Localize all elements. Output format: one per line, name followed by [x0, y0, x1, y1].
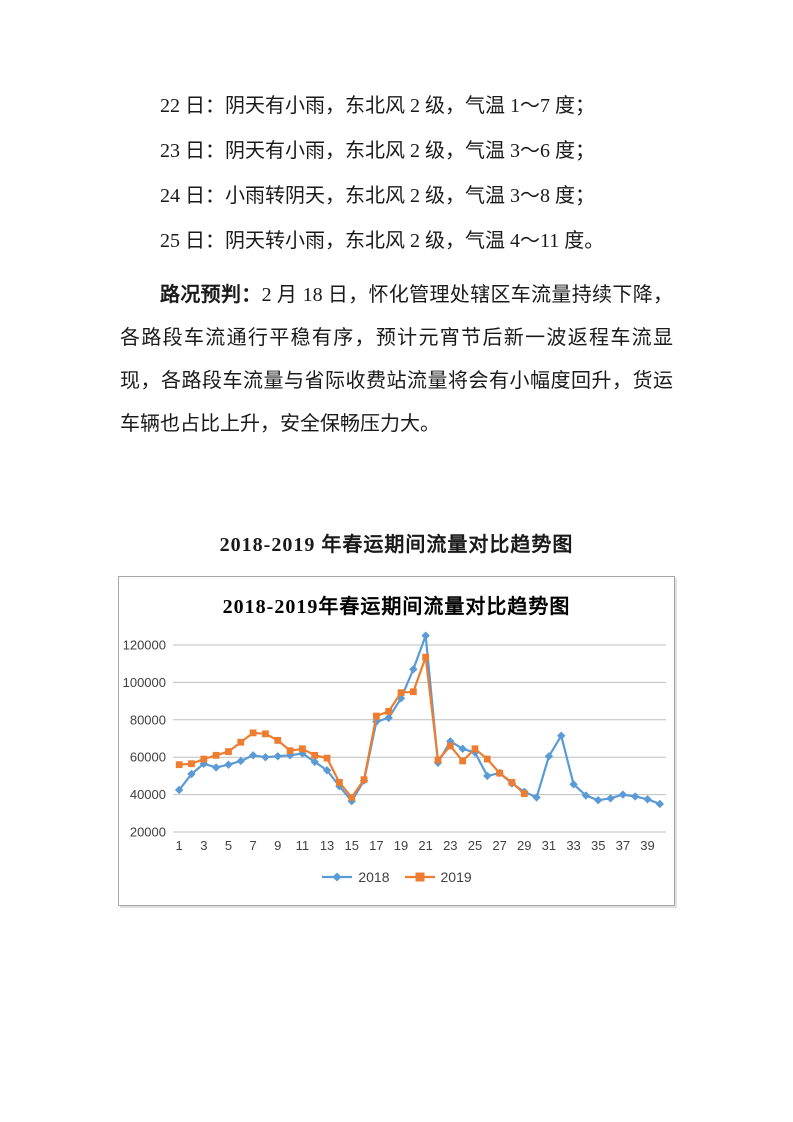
chart-title: 2018-2019年春运期间流量对比趋势图	[222, 596, 571, 618]
svg-text:15: 15	[344, 838, 358, 853]
svg-text:29: 29	[517, 838, 531, 853]
svg-text:21: 21	[418, 838, 432, 853]
chart-caption: 2018-2019 年春运期间流量对比趋势图	[219, 534, 574, 556]
legend-item-2018: 2018	[321, 869, 390, 885]
legend-label-2019: 2019	[440, 869, 472, 885]
svg-text:19: 19	[394, 838, 408, 853]
svg-text:13: 13	[320, 838, 334, 853]
svg-text:120000: 120000	[123, 638, 166, 653]
svg-text:35: 35	[591, 838, 605, 853]
svg-text:11: 11	[296, 838, 310, 853]
svg-text:37: 37	[616, 838, 630, 853]
weather-line-22: 22 日：阴天有小雨，东北风 2 级，气温 1～7 度；	[160, 95, 595, 117]
weather-line-23: 23 日：阴天有小雨，东北风 2 级，气温 3～6 度；	[160, 140, 595, 162]
weather-line-24: 24 日：小雨转阴天，东北风 2 级，气温 3～8 度；	[160, 185, 595, 207]
svg-text:40000: 40000	[130, 787, 166, 802]
line-diamond-marker-icon	[321, 870, 353, 884]
svg-text:80000: 80000	[130, 712, 166, 727]
svg-text:27: 27	[492, 838, 506, 853]
svg-text:5: 5	[225, 838, 232, 853]
road-forecast-paragraph: 路况预判：2 月 18 日，怀化管理处辖区车流量持续下降，各路段车流通行平稳有序…	[120, 274, 673, 446]
weather-forecast-list: 22 日：阴天有小雨，东北风 2 级，气温 1～7 度； 23 日：阴天有小雨，…	[120, 84, 673, 264]
svg-text:1: 1	[176, 838, 183, 853]
svg-text:23: 23	[443, 838, 457, 853]
legend-label-2018: 2018	[358, 869, 390, 885]
chart-frame: 2018-2019年春运期间流量对比趋势图 20000 40000 60000 800…	[118, 576, 675, 906]
svg-text:3: 3	[200, 838, 207, 853]
svg-text:100000: 100000	[123, 675, 166, 690]
svg-text:31: 31	[542, 838, 556, 853]
svg-text:9: 9	[274, 838, 281, 853]
svg-text:25: 25	[468, 838, 482, 853]
chart-legend: 2018 2019	[119, 865, 674, 909]
svg-text:33: 33	[566, 838, 580, 853]
svg-text:60000: 60000	[130, 750, 166, 765]
svg-text:17: 17	[369, 838, 383, 853]
forecast-body-text: 2 月 18 日，怀化管理处辖区车流量持续下降，各路段车流通行平稳有序，预计元宵…	[120, 284, 674, 435]
weather-line-25: 25 日：阴天转小雨，东北风 2 级，气温 4～11 度。	[160, 230, 605, 252]
svg-text:20000: 20000	[130, 825, 166, 840]
legend-item-2019: 2019	[404, 869, 472, 885]
svg-text:39: 39	[640, 838, 654, 853]
line-square-marker-icon	[404, 870, 436, 884]
svg-text:7: 7	[249, 838, 256, 853]
document-body: 22 日：阴天有小雨，东北风 2 级，气温 1～7 度； 23 日：阴天有小雨，…	[0, 0, 793, 557]
forecast-lead-label: 路况预判：	[160, 284, 262, 306]
